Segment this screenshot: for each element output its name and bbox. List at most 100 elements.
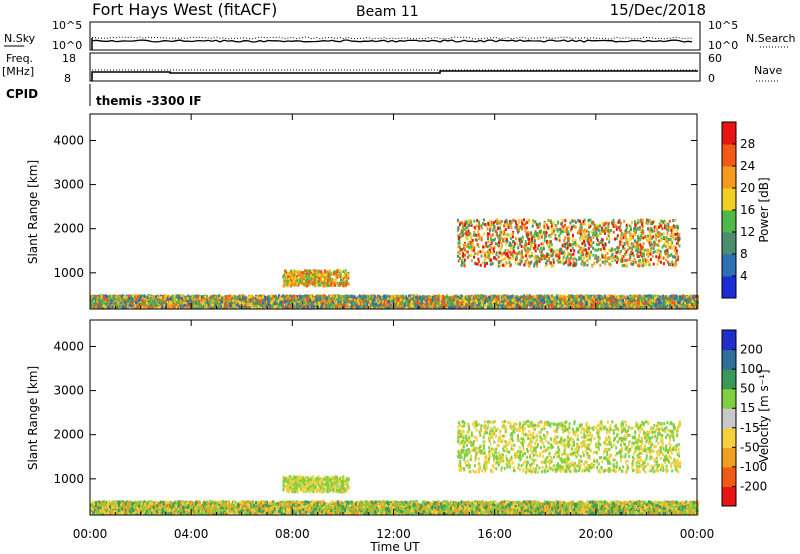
- data-cell: [203, 294, 206, 298]
- data-cell: [248, 296, 250, 299]
- data-cell: [454, 297, 457, 300]
- data-cell: [661, 306, 664, 310]
- data-cell: [208, 296, 211, 300]
- data-cell: [318, 304, 321, 308]
- data-cell: [142, 306, 145, 310]
- data-cell: [430, 304, 433, 308]
- data-cell: [402, 298, 405, 302]
- data-cell: [126, 295, 129, 299]
- data-cell: [242, 302, 245, 306]
- data-cell: [455, 300, 458, 304]
- data-cell: [606, 300, 609, 304]
- data-cell: [134, 304, 137, 308]
- data-cell: [646, 301, 649, 305]
- data-cell: [429, 304, 432, 308]
- data-cell: [674, 301, 677, 305]
- data-cell: [403, 300, 406, 304]
- data-cell: [578, 296, 581, 299]
- data-cell: [620, 303, 623, 306]
- data-cell: [347, 300, 350, 304]
- data-cell: [438, 304, 441, 308]
- data-cell: [528, 296, 531, 300]
- data-cell: [304, 294, 307, 298]
- data-cell: [95, 297, 98, 301]
- freq-unit: [MHz]: [2, 65, 34, 78]
- data-cell: [95, 295, 98, 298]
- data-cell: [681, 295, 684, 299]
- data-cell: [359, 300, 362, 304]
- data-cell: [407, 302, 410, 306]
- data-cell: [249, 305, 251, 309]
- data-cell: [645, 294, 648, 298]
- data-cell: [597, 299, 600, 303]
- data-cell: [552, 294, 555, 298]
- data-cell: [274, 305, 277, 309]
- data-cell: [278, 294, 280, 298]
- data-cell: [538, 300, 541, 304]
- data-cell: [382, 306, 385, 310]
- data-cell: [451, 306, 453, 310]
- data-cell: [647, 296, 650, 300]
- data-cell: [223, 301, 226, 305]
- data-cell: [402, 295, 405, 299]
- data-cell: [162, 297, 165, 301]
- data-cell: [646, 305, 649, 309]
- data-cell: [521, 306, 524, 310]
- data-cell: [264, 301, 266, 305]
- data-cell: [383, 300, 386, 304]
- data-cell: [250, 304, 253, 308]
- data-cell: [412, 295, 415, 299]
- data-cell: [450, 295, 453, 299]
- data-cell: [611, 306, 614, 310]
- data-cell: [230, 304, 232, 308]
- nsky-trace: [91, 36, 693, 50]
- data-cell: [187, 300, 190, 304]
- data-cell: [563, 306, 566, 310]
- data-cell: [586, 306, 589, 310]
- data-cell: [201, 298, 204, 302]
- data-cell: [613, 294, 616, 298]
- data-cell: [634, 302, 637, 306]
- data-cell: [217, 300, 220, 304]
- data-cell: [198, 305, 201, 309]
- data-cell: [609, 297, 612, 301]
- data-cell: [156, 296, 159, 300]
- data-cell: [321, 297, 324, 301]
- data-cell: [486, 299, 488, 303]
- data-cell: [239, 295, 242, 299]
- data-cell: [91, 301, 94, 305]
- data-cell: [550, 295, 553, 298]
- data-cell: [353, 301, 355, 304]
- data-cell: [398, 302, 401, 306]
- data-cell: [401, 299, 403, 303]
- data-cell: [353, 304, 356, 308]
- data-cell: [552, 297, 555, 300]
- data-cell: [128, 294, 130, 298]
- data-cell: [434, 302, 436, 306]
- data-cell: [643, 306, 646, 310]
- data-cell: [613, 306, 616, 310]
- data-cell: [140, 296, 143, 300]
- data-cell: [364, 295, 367, 299]
- data-cell: [179, 296, 182, 300]
- data-cell: [154, 303, 157, 307]
- data-cell: [329, 306, 332, 310]
- data-cell: [516, 300, 519, 303]
- data-cell: [321, 299, 324, 303]
- data-cell: [196, 295, 199, 299]
- data-cell: [300, 296, 303, 300]
- data-cell: [283, 303, 285, 307]
- data-cell: [299, 304, 301, 308]
- data-cell: [325, 305, 328, 309]
- data-cell: [391, 294, 394, 298]
- data-cell: [381, 305, 383, 309]
- data-cell: [430, 295, 433, 299]
- data-cell: [376, 298, 379, 302]
- data-cell: [611, 299, 614, 303]
- data-cell: [638, 303, 641, 307]
- data-cell: [542, 301, 545, 304]
- date-label: 15/Dec/2018: [610, 1, 706, 19]
- data-cell: [278, 300, 281, 304]
- data-cell: [108, 299, 111, 303]
